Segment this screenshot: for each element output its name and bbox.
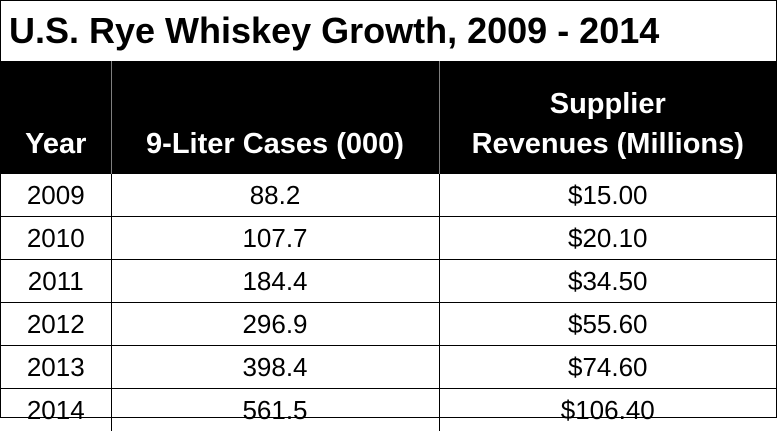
cell-year: 2011 <box>1 260 111 303</box>
cell-revenue: $15.00 <box>439 174 776 217</box>
data-table: Year 9-Liter Cases (000) Supplier Revenu… <box>1 61 776 431</box>
cell-cases: 398.4 <box>111 346 439 389</box>
table-row: 2010 107.7 $20.10 <box>1 217 776 260</box>
cell-cases: 561.5 <box>111 389 439 431</box>
header-revenue-line2: Revenues (Millions) <box>440 124 777 164</box>
cell-revenue: $34.50 <box>439 260 776 303</box>
table-row: 2014 561.5 $106.40 <box>1 389 776 431</box>
cell-cases: 88.2 <box>111 174 439 217</box>
rye-whiskey-table-figure: U.S. Rye Whiskey Growth, 2009 - 2014 Yea… <box>0 0 777 418</box>
cell-year: 2010 <box>1 217 111 260</box>
table-row: 2009 88.2 $15.00 <box>1 174 776 217</box>
header-cases: 9-Liter Cases (000) <box>111 61 439 174</box>
cell-revenue: $106.40 <box>439 389 776 431</box>
cell-cases: 296.9 <box>111 303 439 346</box>
table-row: 2013 398.4 $74.60 <box>1 346 776 389</box>
cell-cases: 107.7 <box>111 217 439 260</box>
table-row: 2012 296.9 $55.60 <box>1 303 776 346</box>
header-revenue: Supplier Revenues (Millions) <box>439 61 776 174</box>
cell-revenue: $20.10 <box>439 217 776 260</box>
cell-year: 2012 <box>1 303 111 346</box>
cell-cases: 184.4 <box>111 260 439 303</box>
cell-year: 2013 <box>1 346 111 389</box>
table-row: 2011 184.4 $34.50 <box>1 260 776 303</box>
cell-revenue: $55.60 <box>439 303 776 346</box>
table-title: U.S. Rye Whiskey Growth, 2009 - 2014 <box>1 1 776 61</box>
cell-year: 2014 <box>1 389 111 431</box>
cell-revenue: $74.60 <box>439 346 776 389</box>
header-row: Year 9-Liter Cases (000) Supplier Revenu… <box>1 61 776 174</box>
header-year: Year <box>1 61 111 174</box>
cell-year: 2009 <box>1 174 111 217</box>
header-revenue-line1: Supplier <box>440 84 777 124</box>
